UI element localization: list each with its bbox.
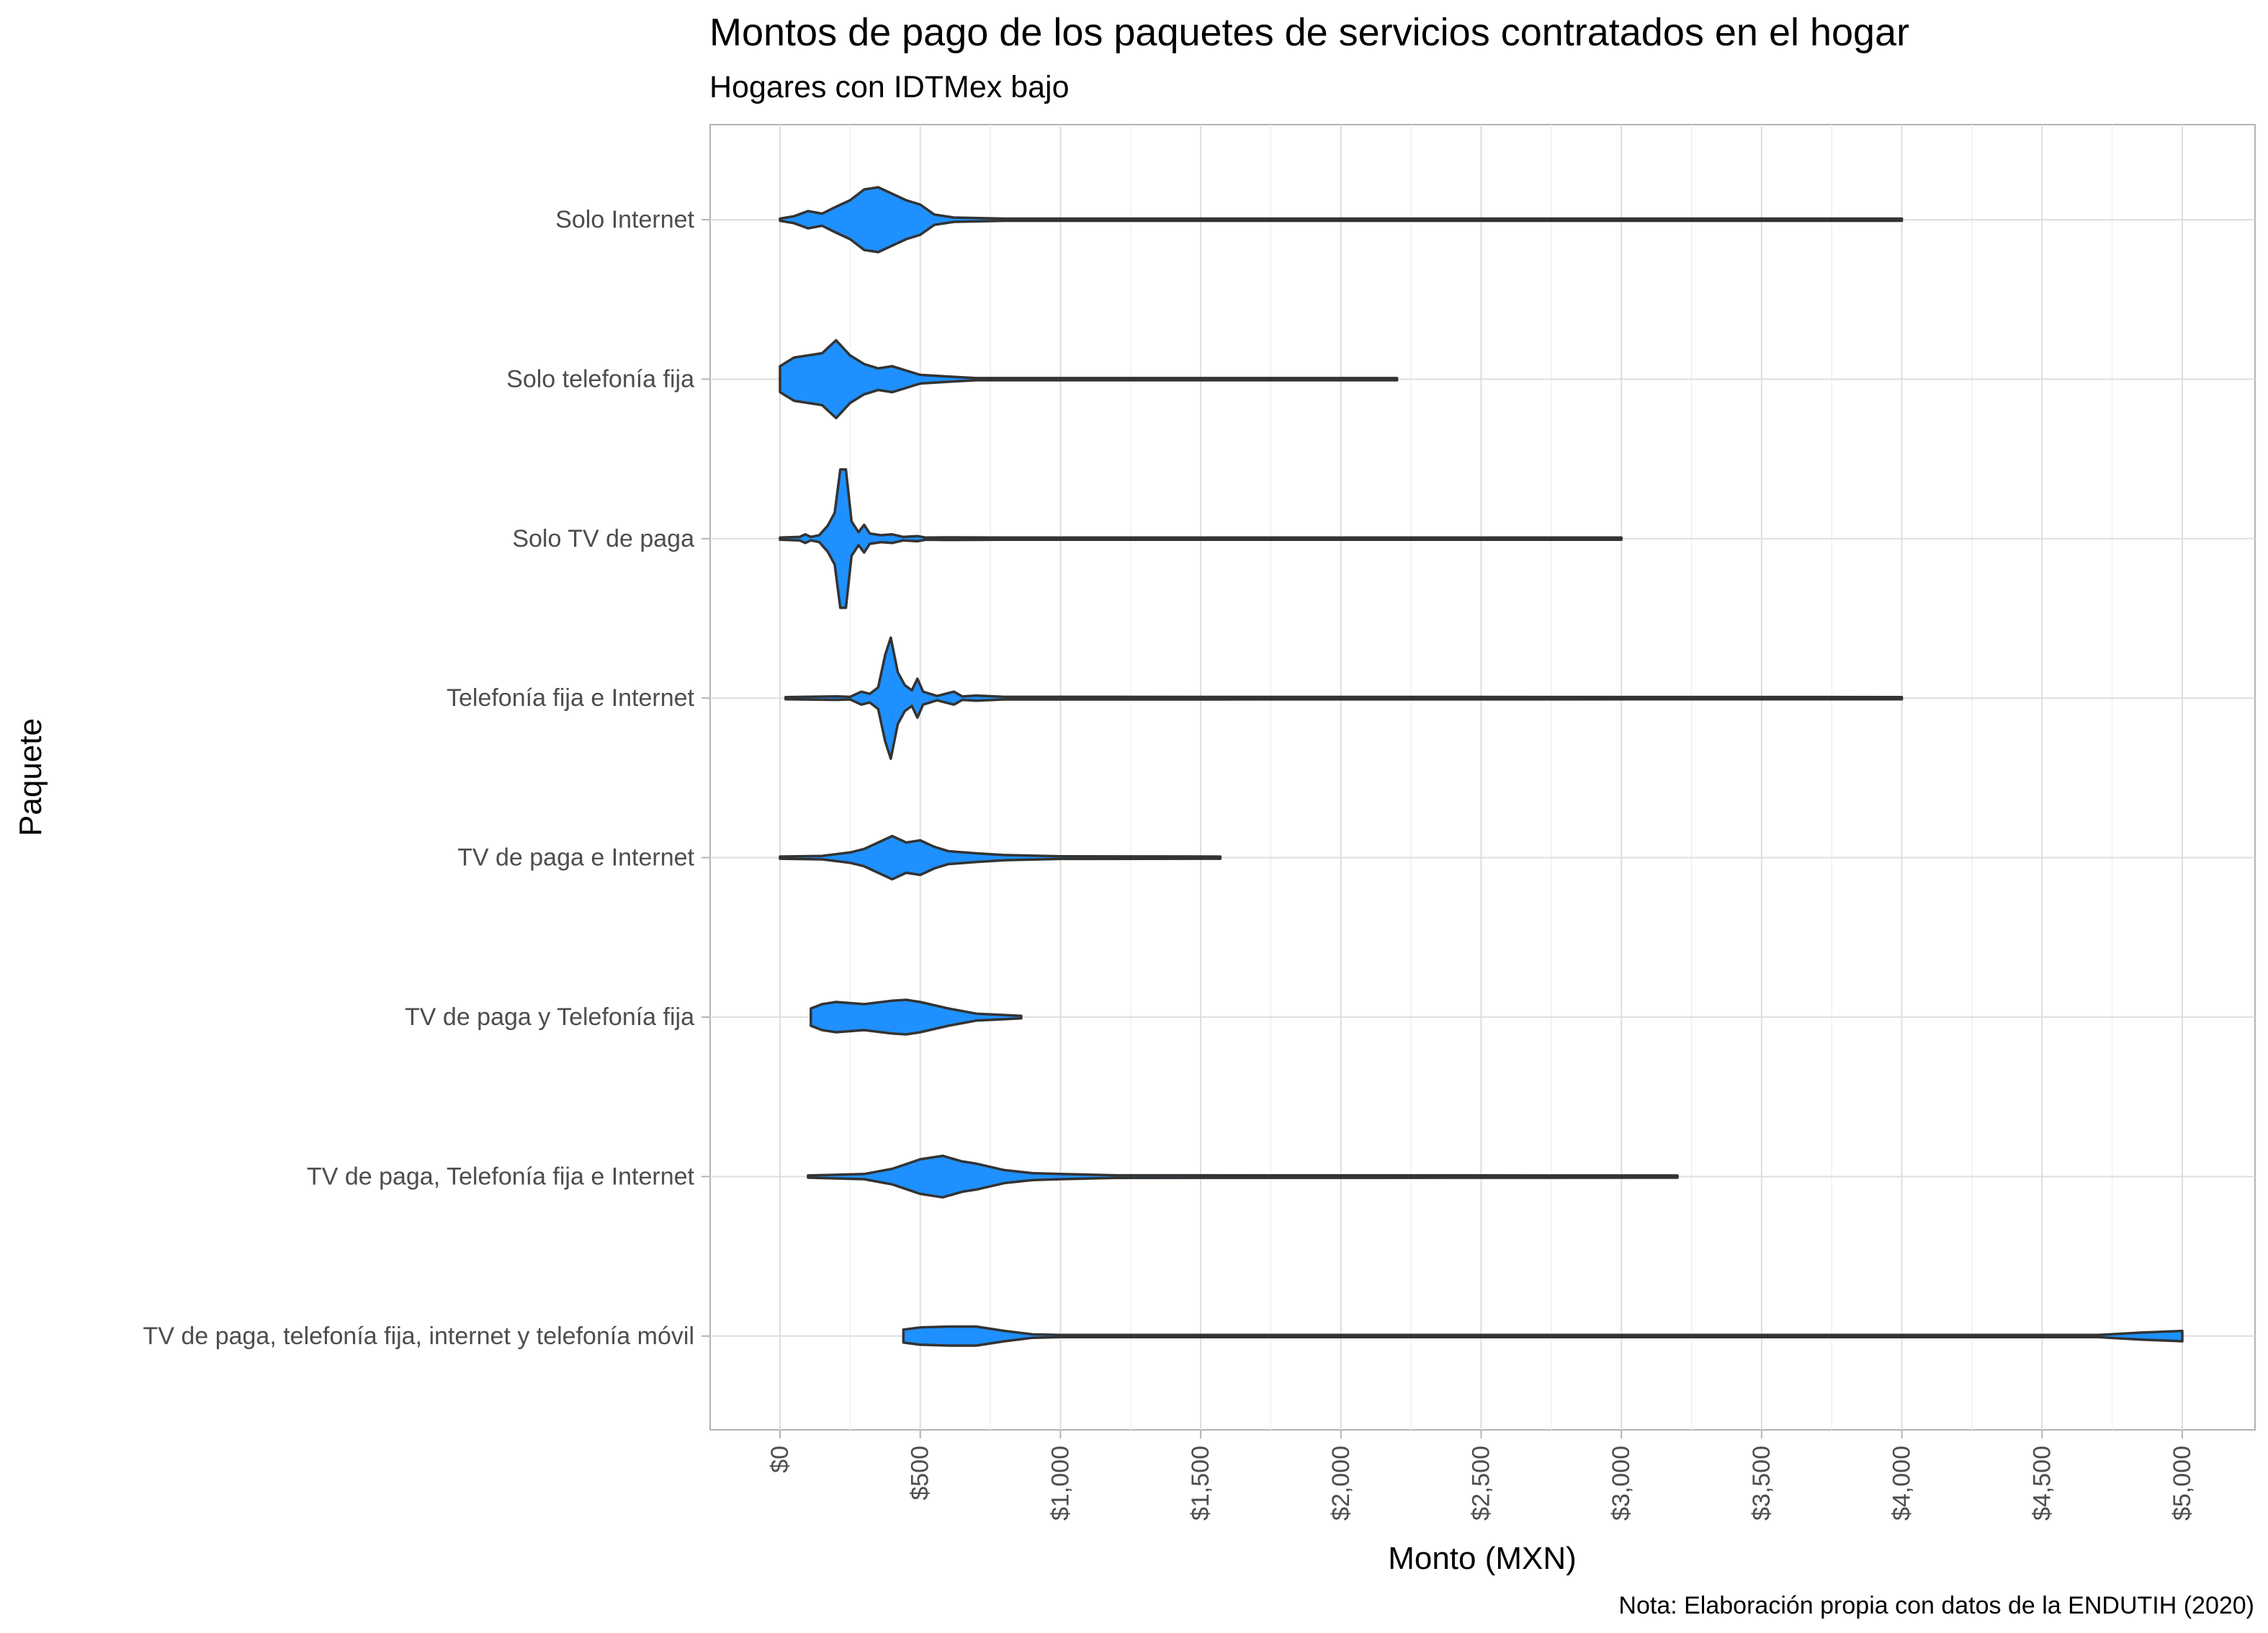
violin: [779, 186, 1904, 254]
x-axis-ticks: $0 $500 $1,000 $1,500 $2,000 $2,500 $3,000 $3,5…: [766, 1430, 2196, 1521]
minor-gridlines: [849, 125, 2113, 1430]
y-tick-label: TV de paga, Telefonía fija e Internet: [307, 1163, 695, 1190]
chart-caption: Nota: Elaboración propia con datos de la…: [1618, 1592, 2254, 1619]
violin: [807, 1154, 1679, 1199]
y-tick-label: Telefonía fija e Internet: [447, 684, 695, 712]
x-tick-label: $3,500: [1748, 1446, 1775, 1521]
y-tick-label: TV de paga, telefonía fija, internet y t…: [143, 1323, 694, 1350]
y-tick-label: TV de paga y Telefonía fija: [405, 1003, 694, 1031]
y-tick-label: TV de paga e Internet: [457, 844, 694, 872]
y-axis-labels: Solo Internet Solo telefonía fija Solo TV …: [143, 206, 710, 1350]
x-tick-label: $4,500: [2028, 1446, 2056, 1521]
x-tick-label: $1,500: [1187, 1446, 1214, 1521]
y-tick-label: Solo telefonía fija: [506, 365, 694, 393]
violin: [810, 998, 1023, 1036]
violin: [779, 834, 1222, 881]
x-tick-label: $0: [766, 1446, 794, 1473]
violins: [779, 186, 2184, 1347]
plot-panel: [709, 124, 2256, 1431]
chart-title: Montos de pago de los paquetes de servic…: [709, 11, 1909, 54]
violin: [902, 1325, 2184, 1347]
x-tick-label: $500: [907, 1446, 934, 1500]
x-tick-label: $5,000: [2169, 1446, 2196, 1521]
x-tick-label: $3,000: [1608, 1446, 1635, 1521]
y-tick-label: Solo TV de paga: [512, 525, 694, 552]
violin: [779, 339, 1399, 420]
chart-subtitle: Hogares con IDTMex bajo: [709, 70, 1070, 104]
violin: [784, 636, 1904, 760]
x-tick-label: $4,000: [1888, 1446, 1916, 1521]
x-tick-label: $1,000: [1046, 1446, 1074, 1521]
violin: [779, 468, 1623, 609]
plot-panel-border: [709, 124, 2256, 1431]
x-tick-label: $2,500: [1468, 1446, 1495, 1521]
y-axis-title: Paquete: [13, 718, 48, 836]
y-tick-label: Solo Internet: [555, 206, 694, 233]
x-tick-label: $2,000: [1327, 1446, 1355, 1521]
x-axis-title: Monto (MXN): [1388, 1541, 1577, 1576]
